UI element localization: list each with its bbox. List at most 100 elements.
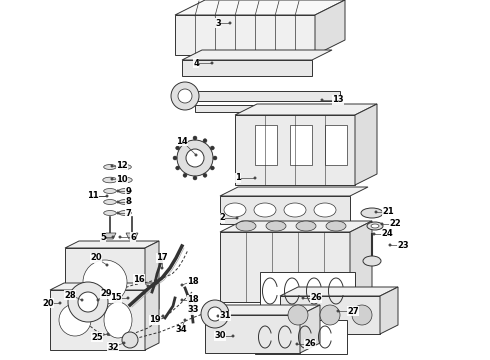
- Polygon shape: [175, 0, 345, 15]
- Circle shape: [68, 282, 108, 322]
- Circle shape: [81, 299, 83, 301]
- Text: 17: 17: [156, 253, 168, 262]
- Text: 20: 20: [42, 298, 54, 307]
- Circle shape: [193, 136, 197, 140]
- Ellipse shape: [119, 165, 131, 170]
- Circle shape: [203, 139, 207, 143]
- Circle shape: [173, 156, 177, 160]
- Text: 24: 24: [381, 230, 393, 238]
- Text: 6: 6: [130, 233, 136, 242]
- Polygon shape: [126, 233, 138, 239]
- Circle shape: [201, 300, 229, 328]
- Text: 7: 7: [125, 208, 131, 217]
- Text: 33: 33: [187, 306, 199, 315]
- Ellipse shape: [314, 203, 336, 217]
- Circle shape: [254, 177, 256, 179]
- Text: 9: 9: [125, 186, 131, 195]
- Polygon shape: [315, 0, 345, 55]
- Ellipse shape: [104, 211, 116, 215]
- Circle shape: [178, 89, 192, 103]
- Ellipse shape: [363, 256, 381, 266]
- Circle shape: [162, 315, 164, 317]
- Polygon shape: [235, 104, 377, 115]
- Circle shape: [211, 62, 213, 64]
- Polygon shape: [195, 91, 340, 101]
- Circle shape: [186, 149, 204, 167]
- Text: 21: 21: [382, 207, 394, 216]
- Text: 23: 23: [397, 240, 409, 249]
- Polygon shape: [350, 221, 372, 302]
- Ellipse shape: [119, 189, 131, 193]
- Circle shape: [122, 332, 138, 348]
- Polygon shape: [255, 125, 277, 165]
- Circle shape: [119, 236, 121, 238]
- Circle shape: [106, 195, 108, 197]
- Circle shape: [111, 178, 113, 180]
- Circle shape: [288, 305, 308, 325]
- Ellipse shape: [104, 165, 116, 170]
- Circle shape: [83, 260, 127, 304]
- Text: 18: 18: [187, 296, 199, 305]
- Ellipse shape: [104, 302, 132, 338]
- Circle shape: [59, 302, 61, 304]
- Circle shape: [59, 304, 91, 336]
- Ellipse shape: [119, 211, 131, 215]
- Circle shape: [321, 99, 323, 101]
- Circle shape: [177, 140, 213, 176]
- Polygon shape: [355, 104, 377, 185]
- Circle shape: [229, 22, 231, 24]
- Text: 16: 16: [133, 274, 145, 284]
- Circle shape: [203, 173, 207, 177]
- Text: 2: 2: [219, 213, 225, 222]
- Circle shape: [337, 310, 339, 312]
- Circle shape: [107, 333, 109, 335]
- Text: 10: 10: [116, 175, 128, 184]
- Circle shape: [112, 236, 114, 238]
- Polygon shape: [175, 15, 315, 55]
- Polygon shape: [380, 287, 398, 334]
- Polygon shape: [220, 221, 372, 232]
- Polygon shape: [182, 60, 312, 76]
- Circle shape: [184, 319, 186, 321]
- Circle shape: [181, 299, 183, 301]
- Ellipse shape: [224, 203, 246, 217]
- Ellipse shape: [266, 221, 286, 231]
- Text: 22: 22: [389, 220, 401, 229]
- Ellipse shape: [118, 177, 132, 183]
- Text: 19: 19: [149, 315, 161, 324]
- Text: 27: 27: [347, 306, 359, 315]
- Circle shape: [106, 264, 108, 266]
- Circle shape: [352, 305, 372, 325]
- Text: 13: 13: [332, 95, 344, 104]
- Polygon shape: [195, 105, 340, 112]
- Circle shape: [127, 297, 129, 299]
- Circle shape: [123, 342, 125, 344]
- Circle shape: [183, 173, 187, 177]
- Ellipse shape: [236, 221, 256, 231]
- Circle shape: [302, 297, 304, 299]
- Ellipse shape: [254, 203, 276, 217]
- Ellipse shape: [104, 199, 116, 204]
- Circle shape: [97, 299, 99, 301]
- Text: 8: 8: [125, 198, 131, 207]
- Text: 20: 20: [90, 253, 102, 262]
- Circle shape: [213, 156, 217, 160]
- Circle shape: [117, 201, 119, 203]
- Ellipse shape: [326, 221, 346, 231]
- Circle shape: [236, 217, 238, 219]
- Text: 34: 34: [175, 325, 187, 334]
- Circle shape: [161, 267, 163, 269]
- Circle shape: [78, 292, 98, 312]
- Text: 31: 31: [219, 311, 231, 320]
- Circle shape: [296, 343, 298, 345]
- Circle shape: [194, 302, 196, 304]
- Polygon shape: [220, 196, 350, 224]
- Circle shape: [232, 335, 234, 337]
- Ellipse shape: [103, 177, 117, 183]
- Ellipse shape: [296, 221, 316, 231]
- Polygon shape: [280, 296, 380, 334]
- Circle shape: [117, 212, 119, 214]
- Text: 32: 32: [107, 342, 119, 351]
- Polygon shape: [325, 125, 347, 165]
- Ellipse shape: [119, 199, 131, 204]
